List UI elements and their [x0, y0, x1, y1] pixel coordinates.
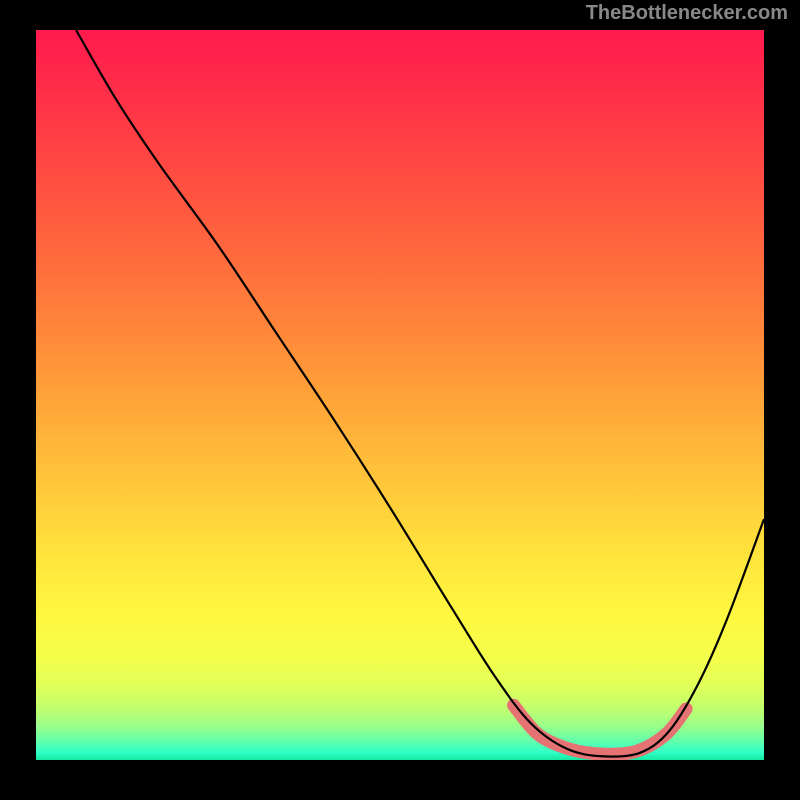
plot-area [36, 30, 764, 760]
highlight-segment [514, 705, 687, 754]
curve-overlay [36, 30, 764, 760]
chart-container: TheBottlenecker.com [0, 0, 800, 800]
watermark-text: TheBottlenecker.com [586, 2, 788, 25]
bottleneck-curve [76, 30, 764, 757]
